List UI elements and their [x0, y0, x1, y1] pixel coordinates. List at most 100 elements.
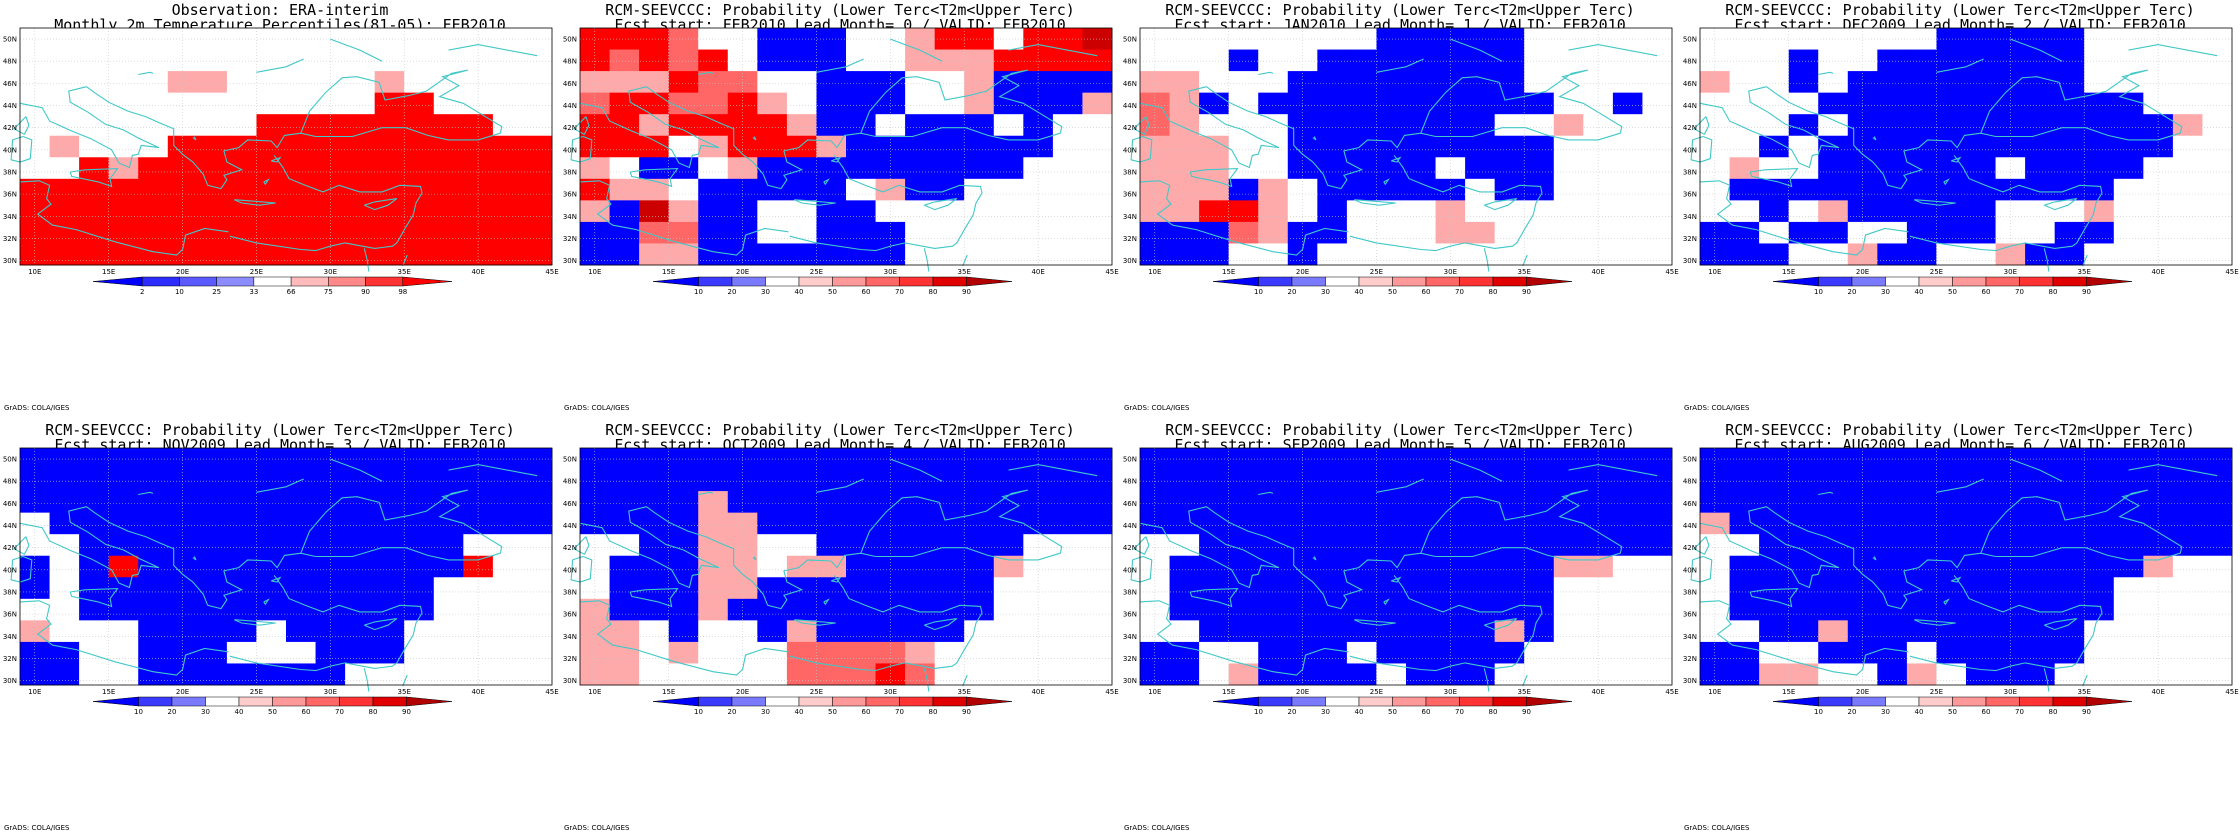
- grid-cell: [1553, 448, 1584, 470]
- legend-swatch: [1459, 276, 1494, 287]
- grid-cell: [1583, 598, 1614, 621]
- grid-cell: [905, 620, 936, 643]
- grid-cell: [2113, 555, 2144, 578]
- coastline: [234, 619, 276, 626]
- grid-cell: [1759, 200, 1790, 223]
- grid-cell: [1818, 641, 1849, 664]
- legend-tick-label: 60: [1982, 708, 1991, 716]
- grid-cell: [108, 598, 139, 621]
- grid-cell: [1406, 598, 1436, 621]
- lat-tick-label: 30N: [1123, 677, 1137, 685]
- panel-title: RCM-SEEVCCC: Probability (Lower Terc<T2m…: [1725, 1, 2195, 19]
- grid-cell: [522, 598, 553, 621]
- grid-cell: [1082, 221, 1113, 244]
- map-panel-lead-2: RCM-SEEVCCC: Probability (Lower Terc<T2m…: [1680, 0, 2240, 420]
- coastline: [1699, 86, 1840, 169]
- grid-cell: [1995, 598, 2026, 621]
- coastline: [300, 69, 503, 134]
- grid-cell: [226, 28, 257, 50]
- grid-cell: [609, 620, 640, 643]
- grid-cell: [463, 28, 494, 50]
- grid-cell: [1023, 469, 1054, 492]
- legend-swatch: [899, 696, 934, 707]
- grid-cell: [1759, 114, 1790, 137]
- grid-cell: [1346, 620, 1377, 643]
- grid-cell: [1435, 114, 1466, 137]
- grid-cell: [1877, 221, 1908, 244]
- coastline: [1872, 136, 1877, 141]
- grid-cell: [934, 200, 965, 223]
- coastline: [2128, 44, 2218, 57]
- grid-cell: [167, 243, 198, 266]
- grid-cell: [1524, 157, 1555, 180]
- grid-cell: [463, 577, 494, 600]
- coastline: [1568, 44, 1658, 57]
- grid-cell: [1847, 663, 1878, 686]
- grid-cell: [1524, 491, 1555, 514]
- coastline: [300, 489, 503, 554]
- grid-cell: [345, 49, 376, 72]
- coastline: [402, 254, 408, 267]
- grid-cell: [345, 491, 376, 514]
- coastline: [1872, 556, 1877, 561]
- grid-cell: [905, 663, 936, 686]
- grid-cell: [639, 135, 670, 158]
- grid-cell: [138, 200, 169, 223]
- grid-cell: [1847, 534, 1878, 557]
- lon-tick-label: 40E: [471, 268, 484, 276]
- grid-cell: [816, 555, 847, 578]
- grid-cell: [1287, 157, 1318, 180]
- grid-cell: [20, 555, 50, 578]
- grid-cell: [256, 469, 287, 492]
- coastline: [875, 127, 1061, 141]
- grid-cell: [1494, 135, 1525, 158]
- legend-swatch: [1851, 276, 1886, 287]
- grid-cell: [286, 221, 316, 244]
- grid-cell: [2025, 620, 2056, 643]
- grid-cell: [934, 491, 965, 514]
- grid-cell: [1317, 221, 1348, 244]
- grid-cell: [49, 92, 80, 115]
- lat-tick-label: 42N: [1123, 124, 1137, 132]
- grid-cell: [1406, 28, 1436, 50]
- grid-cell: [1936, 534, 1967, 557]
- grid-cell: [1759, 555, 1790, 578]
- grid-cell: [1052, 200, 1083, 223]
- grid-cell: [698, 620, 729, 643]
- lat-tick-label: 34N: [1683, 213, 1697, 221]
- grid-cell: [1287, 577, 1318, 600]
- grid-cell: [2172, 512, 2203, 535]
- grid-cell: [1788, 469, 1819, 492]
- grid-cell: [1169, 135, 1200, 158]
- grid-cell: [875, 555, 906, 578]
- grid-cell: [580, 577, 610, 600]
- grid-cell: [1228, 598, 1259, 621]
- grid-cell: [1553, 641, 1584, 664]
- grid-cell: [698, 243, 729, 266]
- grid-cell: [1317, 200, 1348, 223]
- legend-swatch: [1325, 696, 1360, 707]
- grid-cell: [49, 71, 80, 94]
- grid-cell: [1966, 620, 1996, 643]
- grid-cell: [875, 598, 906, 621]
- grid-cell: [964, 92, 995, 115]
- grid-cell: [1082, 598, 1113, 621]
- grid-cell: [757, 200, 788, 223]
- legend-tick-label: 60: [862, 708, 871, 716]
- grid-cell: [79, 49, 110, 72]
- grid-cell: [2054, 512, 2085, 535]
- grid-cell: [1877, 135, 1908, 158]
- grid-cell: [286, 178, 316, 201]
- grid-cell: [580, 448, 610, 470]
- grid-cell: [1023, 135, 1054, 158]
- grid-cell: [1169, 512, 1200, 535]
- grid-cell: [1228, 243, 1259, 266]
- grid-cell: [404, 157, 435, 180]
- grid-cell: [108, 49, 139, 72]
- grid-cell: [1258, 469, 1289, 492]
- coastline: [1936, 58, 1984, 73]
- grid-cell: [1847, 157, 1878, 180]
- grid-cell: [2202, 534, 2233, 557]
- grid-cell: [1729, 221, 1760, 244]
- grid-cell: [1199, 71, 1230, 94]
